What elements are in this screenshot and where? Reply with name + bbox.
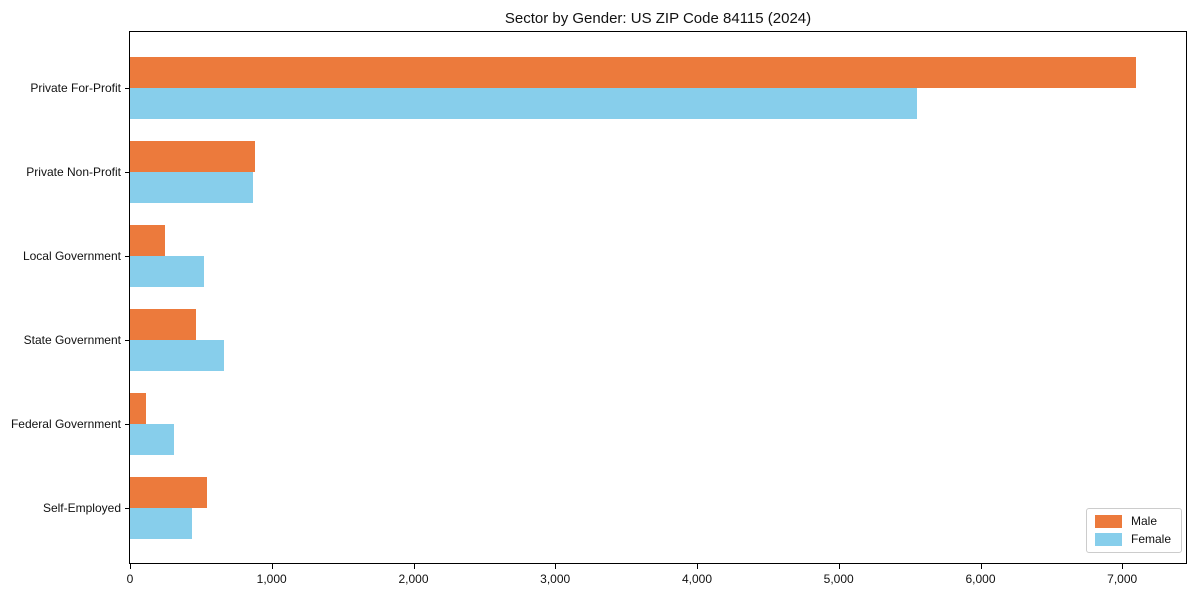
legend-label-female: Female xyxy=(1130,532,1171,546)
bar-male-local-government xyxy=(130,225,166,256)
bar-male-state-government xyxy=(130,309,196,340)
legend: Male Female xyxy=(1085,508,1182,553)
bar-male-federal-government xyxy=(130,393,146,424)
y-tick-mark xyxy=(125,88,130,89)
x-tick-label-1000: 1,000 xyxy=(256,572,287,586)
y-tick-mark xyxy=(125,508,130,509)
bar-female-local-government xyxy=(130,256,205,287)
y-tick-label-state-government: State Government xyxy=(23,333,121,347)
x-tick-label-6000: 6,000 xyxy=(965,572,996,586)
x-tick-label-2000: 2,000 xyxy=(398,572,429,586)
bar-male-private-non-profit xyxy=(130,141,255,172)
x-tick-mark xyxy=(555,564,557,569)
y-tick-mark xyxy=(125,340,130,341)
bar-female-self-employed xyxy=(130,508,192,539)
y-tick-label-local-government: Local Government xyxy=(22,249,121,263)
x-tick-label-0: 0 xyxy=(126,572,134,586)
y-tick-mark xyxy=(125,256,130,257)
x-tick-label-3000: 3,000 xyxy=(540,572,571,586)
bar-female-private-for-profit xyxy=(130,88,917,119)
x-tick-mark xyxy=(413,564,415,569)
chart-title: Sector by Gender: US ZIP Code 84115 (202… xyxy=(504,10,812,27)
y-tick-mark xyxy=(125,424,130,425)
x-tick-mark xyxy=(697,564,698,569)
y-tick-mark xyxy=(125,172,130,173)
x-tick-label-4000: 4,000 xyxy=(681,572,713,586)
male-color-swatch xyxy=(1094,515,1122,528)
bar-female-private-non-profit xyxy=(130,172,253,203)
x-tick-mark xyxy=(838,564,840,569)
y-tick-label-federal-government: Federal Government xyxy=(10,417,121,431)
x-tick-label-5000: 5,000 xyxy=(823,572,854,586)
y-tick-label-private-for-profit: Private For-Profit xyxy=(30,81,121,95)
x-tick-mark xyxy=(980,564,982,569)
bar-female-federal-government xyxy=(130,424,174,455)
bar-male-private-for-profit xyxy=(130,57,1137,88)
legend-label-male: Male xyxy=(1130,514,1157,528)
legend-item-female: Female xyxy=(1094,532,1171,546)
x-tick-mark xyxy=(1122,564,1124,569)
female-color-swatch xyxy=(1094,533,1122,546)
y-tick-label-self-employed: Self-Employed xyxy=(42,501,121,515)
x-tick-mark xyxy=(130,564,131,569)
bar-female-state-government xyxy=(130,340,224,371)
x-tick-mark xyxy=(271,564,273,569)
x-tick-label-7000: 7,000 xyxy=(1107,572,1138,586)
bar-male-self-employed xyxy=(130,477,207,508)
plot-area: Male Female xyxy=(129,31,1187,564)
legend-item-male: Male xyxy=(1094,514,1171,528)
y-tick-label-private-non-profit: Private Non-Profit xyxy=(26,165,121,179)
